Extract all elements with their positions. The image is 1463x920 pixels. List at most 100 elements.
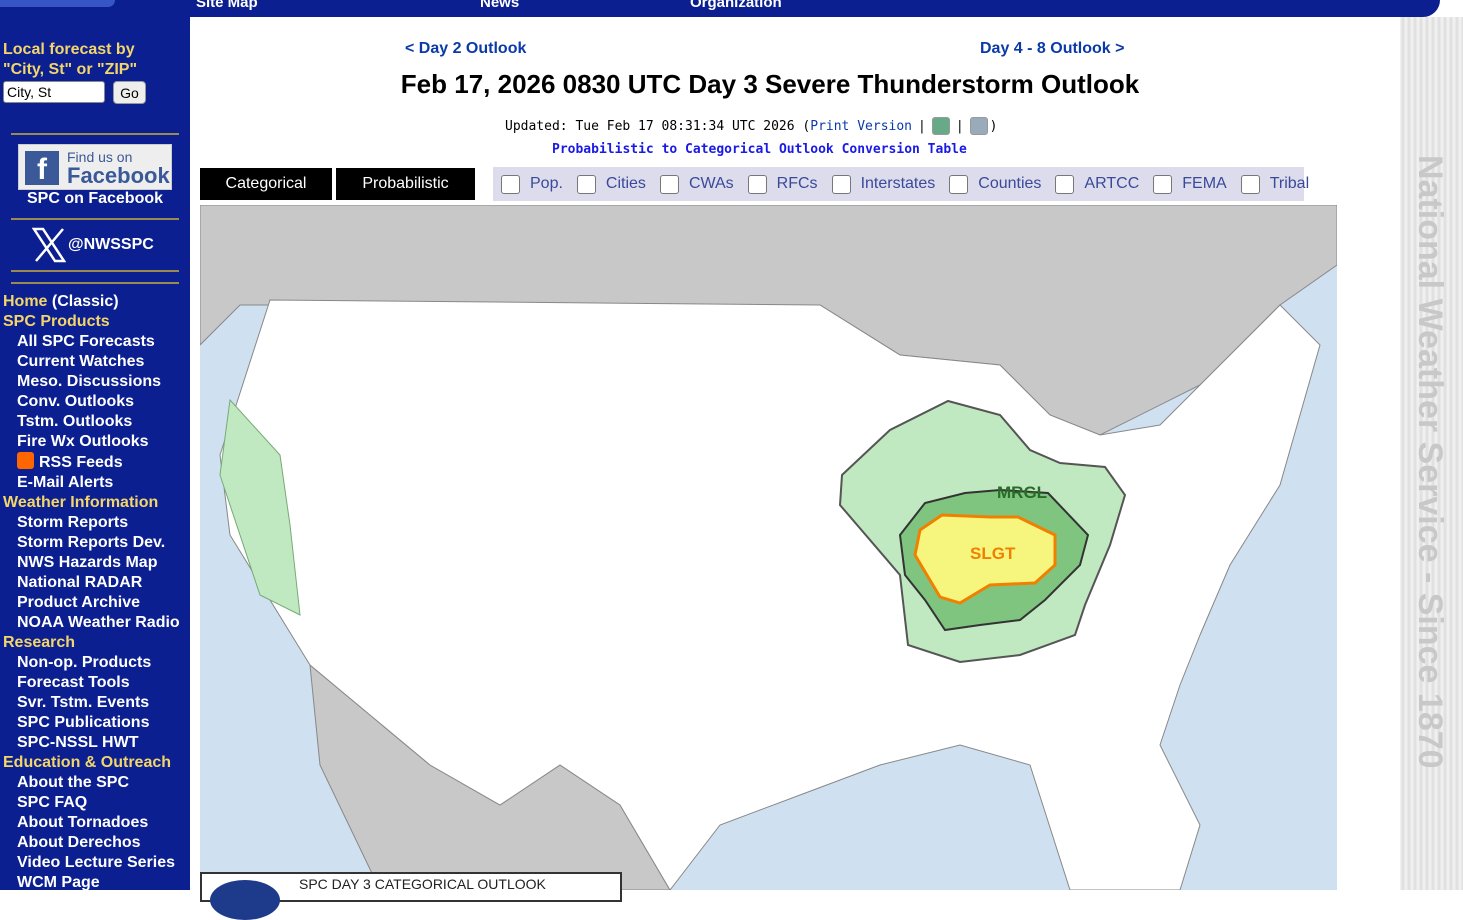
sidebar-item[interactable]: About Derechos	[0, 833, 190, 853]
sidebar-item[interactable]: SPC Products	[0, 312, 190, 332]
checkbox[interactable]	[1055, 174, 1075, 194]
united-states	[219, 299, 1321, 890]
sidebar-item[interactable]: WCM Page	[0, 873, 190, 893]
sidebar-item[interactable]: Forecast Tools	[0, 673, 190, 693]
top-nav: Site Map News Organization	[0, 0, 1440, 17]
sidebar-item[interactable]: Fire Wx Outlooks	[0, 432, 190, 452]
layer-toggle[interactable]: RFCs	[747, 174, 818, 194]
checkbox[interactable]	[747, 174, 767, 194]
sidebar-item-label: Meso. Discussions	[17, 373, 162, 390]
layer-label: Tribal	[1269, 175, 1310, 192]
sidebar-item[interactable]: About the SPC	[0, 773, 190, 793]
kml-icon[interactable]	[931, 117, 950, 135]
noaa-logo	[210, 880, 280, 920]
layer-toggle[interactable]: Pop.	[501, 174, 563, 194]
sidebar-item[interactable]: SPC Publications	[0, 713, 190, 733]
sidebar-item[interactable]: Conv. Outlooks	[0, 392, 190, 412]
sidebar-item-label: SPC FAQ	[17, 794, 88, 811]
sidebar-item[interactable]: Meso. Discussions	[0, 372, 190, 392]
sidebar-item[interactable]: SPC-NSSL HWT	[0, 733, 190, 753]
sidebar-item-label: Home	[3, 293, 48, 310]
sidebar-item[interactable]: Education & Outreach	[0, 753, 190, 773]
checkbox[interactable]	[1240, 174, 1260, 194]
checkbox[interactable]	[659, 174, 679, 194]
divider	[11, 133, 179, 135]
tab-probabilistic[interactable]: Probabilistic	[336, 168, 475, 200]
sidebar-item-label: National RADAR	[17, 574, 143, 591]
outlook-map: MRGL SLGT	[200, 205, 1337, 890]
sidebar-item[interactable]: E-Mail Alerts	[0, 473, 190, 493]
search-label: Local forecast by "City, St" or "ZIP"	[3, 41, 138, 78]
facebook-link[interactable]: SPC on Facebook	[26, 190, 164, 207]
sidebar-item[interactable]: Research	[0, 633, 190, 653]
next-day-link[interactable]: Day 4 - 8 Outlook >	[980, 40, 1125, 57]
rss-icon	[17, 452, 34, 469]
sidebar-item-label: RSS Feeds	[39, 454, 123, 471]
city-input[interactable]	[3, 81, 105, 103]
sidebar-item-label: About the SPC	[17, 774, 129, 791]
sidebar-item-label: SPC-NSSL HWT	[17, 734, 139, 751]
sidebar-nav: Home (Classic) SPC Products All SPC Foreca…	[0, 292, 190, 893]
mrgl-label: MRGL	[997, 483, 1047, 502]
sidebar-item-label: Fire Wx Outlooks	[17, 433, 149, 450]
conversion-table-link[interactable]: Probabilistic to Categorical Outlook Con…	[552, 142, 967, 157]
sidebar-item-label: Current Watches	[17, 353, 145, 370]
sidebar-item-label: Product Archive	[17, 594, 140, 611]
sidebar-item[interactable]: Current Watches	[0, 352, 190, 372]
sidebar-item[interactable]: Svr. Tstm. Events	[0, 693, 190, 713]
separator: |	[918, 118, 926, 134]
layer-toggle[interactable]: Cities	[576, 174, 646, 194]
x-icon	[32, 227, 66, 263]
checkbox[interactable]	[1153, 174, 1173, 194]
facebook-icon: f	[25, 151, 59, 186]
checkbox[interactable]	[831, 174, 851, 194]
sidebar-item[interactable]: Video Lecture Series	[0, 853, 190, 873]
x-link[interactable]: @NWSSPC	[32, 227, 154, 263]
tab-categorical[interactable]: Categorical	[200, 168, 332, 200]
sidebar-item[interactable]: Home (Classic)	[0, 292, 190, 312]
sidebar-item[interactable]: All SPC Forecasts	[0, 332, 190, 352]
layer-toggle[interactable]: Interstates	[831, 174, 935, 194]
sidebar-item-label: Forecast Tools	[17, 674, 130, 691]
x-handle: @NWSSPC	[68, 236, 154, 253]
sidebar-item[interactable]: National RADAR	[0, 573, 190, 593]
layer-toggles: Pop. Cities CWAs RFCs Interstates Counties ART…	[493, 167, 1309, 201]
prev-day-link[interactable]: < Day 2 Outlook	[405, 40, 527, 57]
print-version-link[interactable]: Print Version	[810, 118, 912, 134]
nav-site-map[interactable]: Site Map	[196, 0, 258, 11]
checkbox[interactable]	[501, 174, 520, 194]
layer-toggle[interactable]: ARTCC	[1055, 174, 1139, 194]
layer-toggle[interactable]: CWAs	[659, 174, 734, 194]
sidebar-item[interactable]: NOAA Weather Radio	[0, 613, 190, 633]
facebook-badge[interactable]: f Find us on Facebook	[18, 144, 172, 190]
sidebar-item-label: Svr. Tstm. Events	[17, 694, 150, 711]
sidebar-item[interactable]: SPC FAQ	[0, 793, 190, 813]
checkbox[interactable]	[949, 174, 969, 194]
layer-label: RFCs	[776, 175, 818, 192]
sidebar-item[interactable]: Storm Reports Dev.	[0, 533, 190, 553]
divider	[11, 282, 179, 284]
fb-top: Find us on	[67, 149, 133, 165]
sidebar-item-label: All SPC Forecasts	[17, 333, 155, 350]
checkbox[interactable]	[576, 174, 596, 194]
sidebar-item[interactable]: RSS Feeds	[0, 452, 190, 473]
sidebar-item[interactable]: Product Archive	[0, 593, 190, 613]
divider	[11, 218, 179, 220]
layer-toggle[interactable]: Tribal	[1240, 174, 1310, 194]
nav-news[interactable]: News	[480, 0, 520, 11]
sidebar-item[interactable]: Storm Reports	[0, 513, 190, 533]
layer-toggle[interactable]: Counties	[949, 174, 1041, 194]
nav-organization[interactable]: Organization	[690, 0, 782, 11]
sidebar-item[interactable]: Weather Information	[0, 493, 190, 513]
go-button[interactable]: Go	[113, 81, 146, 104]
fb-main: Facebook	[67, 163, 170, 188]
sidebar-item[interactable]: Non-op. Products	[0, 653, 190, 673]
layer-label: Cities	[605, 175, 646, 192]
sidebar-item[interactable]: NWS Hazards Map	[0, 553, 190, 573]
sidebar-item[interactable]: About Tornadoes	[0, 813, 190, 833]
sidebar-item[interactable]: Tstm. Outlooks	[0, 412, 190, 432]
nws-banner: National Weather Service - Since 1870	[1400, 17, 1463, 890]
layer-toggle[interactable]: FEMA	[1153, 174, 1227, 194]
shapefile-icon[interactable]	[969, 117, 988, 135]
page-title: Feb 17, 2026 0830 UTC Day 3 Severe Thund…	[400, 69, 1140, 99]
